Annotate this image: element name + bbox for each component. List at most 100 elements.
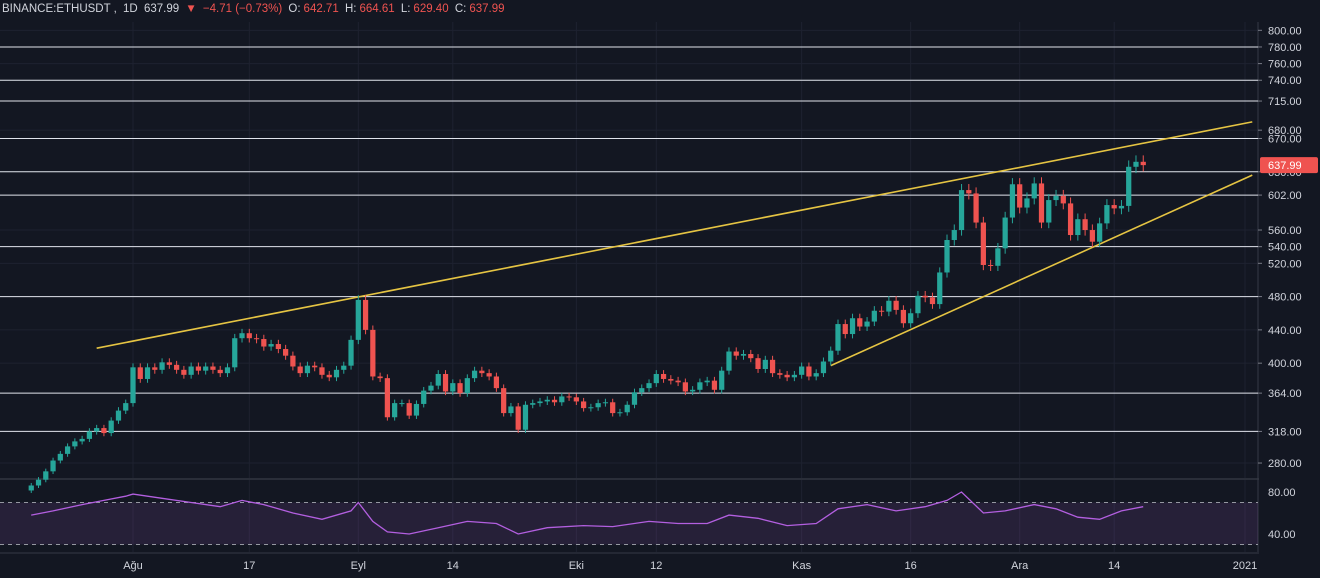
- candle-body: [384, 378, 390, 418]
- candle-body: [319, 367, 325, 375]
- price-tick-label: 520.00: [1268, 258, 1302, 270]
- down-triangle-icon: ▼: [185, 3, 197, 15]
- candle-body: [239, 333, 245, 339]
- candle-body: [297, 366, 303, 374]
- rsi-band: [0, 502, 1258, 545]
- time-tick-label: 17: [243, 560, 255, 572]
- candle-body: [762, 359, 768, 369]
- candle-body: [341, 365, 347, 370]
- candle-body: [457, 383, 463, 394]
- candle-body: [94, 428, 100, 432]
- candle-body: [791, 374, 798, 378]
- candle-body: [479, 370, 485, 374]
- price-tick-label: 680.00: [1268, 125, 1302, 137]
- candle-body: [631, 392, 638, 405]
- candle-body: [842, 324, 848, 335]
- time-axis[interactable]: Ağu 17 Eyl 14 Eki 12 Kas 16 Ara 14 2021: [123, 560, 1257, 572]
- candle-body: [922, 295, 928, 298]
- candle-body: [1053, 195, 1059, 201]
- candle-body: [115, 410, 122, 421]
- candle-body: [602, 402, 609, 404]
- grid: [0, 22, 1320, 554]
- candle-body: [508, 406, 514, 414]
- interval-label[interactable]: 1D: [123, 3, 138, 15]
- candle-body: [290, 355, 296, 367]
- last-price-label: 637.99: [1268, 160, 1302, 172]
- last-price: 637.99: [143, 3, 180, 15]
- candle-body: [915, 295, 921, 314]
- candle-body: [377, 376, 383, 379]
- price-tick-label: 318.00: [1268, 426, 1302, 438]
- candle-body: [908, 313, 914, 324]
- candle-body: [682, 382, 688, 392]
- price-axis[interactable]: 280.00 318.00 364.00 400.00 440.00 480.00 520.…: [1258, 0, 1320, 578]
- candle-body: [64, 446, 71, 454]
- candle-body: [1075, 219, 1081, 236]
- candle-body: [1133, 161, 1139, 167]
- price-tick-label: 400.00: [1268, 358, 1302, 370]
- candle-body: [617, 412, 623, 414]
- candle-body: [544, 399, 550, 402]
- candle-body: [355, 299, 361, 340]
- price-tick-label: 540.00: [1268, 242, 1302, 254]
- time-tick-label: Kas: [792, 560, 811, 572]
- candle-body: [668, 378, 674, 381]
- candle-body: [232, 338, 238, 368]
- candle-body: [1111, 205, 1117, 209]
- candle-body: [173, 364, 180, 370]
- candle-body: [937, 272, 943, 305]
- symbol-name[interactable]: BINANCE:ETHUSDT: [2, 3, 111, 15]
- candle-body: [690, 389, 696, 392]
- candle-body: [312, 365, 318, 368]
- candle-body: [406, 403, 412, 416]
- candle-body: [515, 406, 521, 430]
- candle-body: [50, 460, 56, 472]
- candle-body: [646, 383, 652, 389]
- candle-body: [849, 318, 856, 335]
- candle-body: [28, 485, 34, 491]
- candle-body: [224, 367, 231, 374]
- time-tick-label: 16: [905, 560, 917, 572]
- price-tick-label: 670.00: [1268, 133, 1302, 145]
- candle-body: [370, 329, 376, 377]
- candle-body: [551, 399, 558, 403]
- candle-body: [304, 365, 311, 374]
- candle-body: [813, 373, 819, 377]
- change-value: −4.71 (−0.73%): [202, 3, 283, 15]
- candle-body: [522, 404, 529, 430]
- candle-body: [86, 431, 93, 439]
- candle-body: [203, 366, 209, 371]
- candle-body: [719, 370, 725, 390]
- time-tick-label: Ağu: [123, 560, 143, 572]
- rsi-pane: [0, 491, 1258, 545]
- candle-body: [72, 441, 78, 447]
- candle-body: [944, 240, 950, 273]
- time-tick-label: Ara: [1011, 560, 1029, 572]
- candle-body: [428, 385, 434, 391]
- candle-body: [1046, 200, 1052, 223]
- price-tick-label: 480.00: [1268, 292, 1302, 304]
- low-label: L:: [400, 3, 411, 15]
- candle-body: [951, 230, 957, 241]
- time-tick-label: Eki: [569, 560, 584, 572]
- candle-body: [362, 299, 369, 330]
- candle-body: [188, 366, 194, 375]
- candle-body: [973, 193, 979, 223]
- rsi-tick-label: 40.00: [1268, 529, 1296, 541]
- candle-body: [610, 402, 616, 414]
- last-price-badge: [1260, 157, 1318, 174]
- candle-body: [253, 338, 260, 340]
- candle-body: [450, 383, 456, 392]
- candle-body: [35, 479, 42, 486]
- time-tick-label: 14: [447, 560, 459, 572]
- candle-body: [755, 358, 761, 369]
- candle-body: [573, 397, 579, 402]
- candle-body: [123, 403, 129, 411]
- candle-body: [268, 344, 274, 347]
- candle-body: [639, 388, 645, 393]
- candle-body: [442, 373, 449, 392]
- candle-body: [857, 318, 863, 327]
- candle-body: [246, 333, 252, 339]
- candle-body: [559, 396, 565, 403]
